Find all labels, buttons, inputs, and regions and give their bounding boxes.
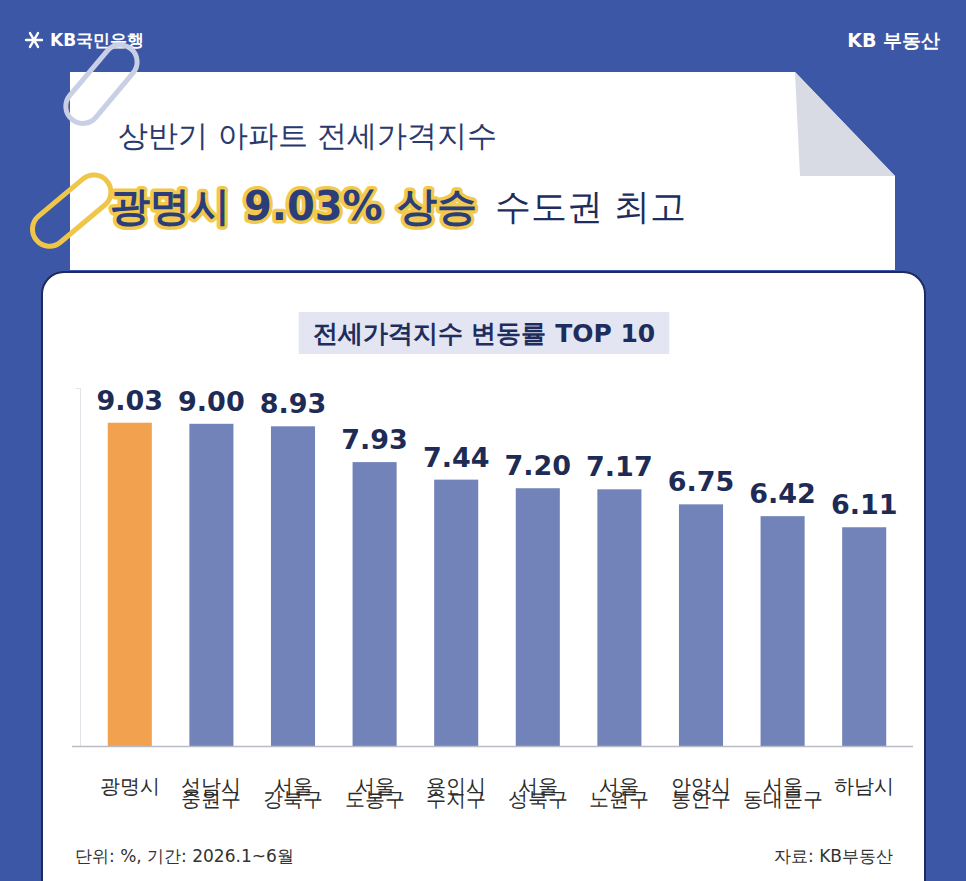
brand-icon-stroke <box>30 33 38 47</box>
paperclip <box>59 38 144 130</box>
x-tick-label: 하남시 <box>834 774 894 798</box>
x-tick: 서울노원구 <box>589 746 649 811</box>
x-tick-label-line: 성북구 <box>508 787 568 811</box>
brand-icon <box>26 33 42 47</box>
data-label: 9.03 <box>96 385 163 416</box>
bar <box>761 516 805 746</box>
y-axis <box>76 389 81 747</box>
x-tick: 하남시 <box>834 746 894 798</box>
paperclip <box>26 168 118 253</box>
x-tick-label-line: 도봉구 <box>345 787 405 811</box>
bar <box>679 504 723 746</box>
x-tick: 서울성북구 <box>508 746 568 811</box>
headline: 상반기 아파트 전세가격지수 <box>118 118 497 153</box>
x-tick-label-line: 광명시 <box>100 774 160 798</box>
data-label: 7.20 <box>504 450 571 481</box>
x-tick-label: 서울강북구 <box>263 774 323 811</box>
x-tick-label-line: 동대문구 <box>743 787 823 811</box>
x-tick-label-line: 노원구 <box>589 787 649 811</box>
x-tick: 용인시수지구 <box>426 746 486 811</box>
headline-tail: 수도권 최고 <box>495 186 686 227</box>
x-tick-label-line: 수지구 <box>426 787 486 811</box>
y-tick <box>76 388 80 389</box>
data-label: 8.93 <box>260 388 327 419</box>
data-label: 6.42 <box>749 478 816 509</box>
x-tick: 서울동대문구 <box>743 746 823 811</box>
x-tick-label-line: 하남시 <box>834 774 894 798</box>
x-tick-label: 용인시수지구 <box>426 774 486 811</box>
x-tick: 서울도봉구 <box>345 746 405 811</box>
x-tick-label: 서울성북구 <box>508 774 568 811</box>
bars <box>108 423 886 746</box>
data-label: 7.17 <box>586 451 653 482</box>
y-axis-line <box>76 389 81 747</box>
x-axis-line <box>72 746 913 748</box>
bar <box>434 480 478 746</box>
bar <box>516 488 560 746</box>
x-tick: 성남시중원구 <box>181 746 241 811</box>
data-label: 6.11 <box>831 489 898 520</box>
bar <box>271 426 315 746</box>
x-tick-label: 서울도봉구 <box>345 774 405 811</box>
data-label: 7.44 <box>423 442 490 473</box>
data-label: 7.93 <box>341 424 408 455</box>
unit-note: 단위: %, 기간: 2026.1~6월 <box>75 846 294 866</box>
headline-highlight: 광명시 9.03% 상승 <box>110 183 477 229</box>
x-tick-label: 성남시중원구 <box>181 774 241 811</box>
x-tick-label-line: 중원구 <box>181 787 241 811</box>
y-tick-mark <box>76 388 80 389</box>
bar <box>597 489 641 746</box>
x-tick-label: 안양시동안구 <box>671 774 731 811</box>
header-card <box>70 72 895 270</box>
x-axis: 광명시 성남시중원구 서울강북구 서울도봉구 용인시수지구 서울성북구 서울노원구 안양시동안… <box>72 746 913 811</box>
x-tick-label: 광명시 <box>100 774 160 798</box>
data-labels: 9.03 9.00 8.93 7.93 7.44 7.20 7.17 6.75 6.42 6.11 <box>96 385 897 521</box>
bar <box>842 527 886 746</box>
x-tick-label-line: 강북구 <box>263 787 323 811</box>
x-tick-label: 서울노원구 <box>589 774 649 811</box>
x-tick: 서울강북구 <box>263 746 323 811</box>
bar <box>353 462 397 746</box>
chart-title: 전세가격지수 변동률 TOP 10 <box>313 319 656 348</box>
x-tick-label-line: 동안구 <box>671 787 731 811</box>
data-label: 9.00 <box>178 386 245 417</box>
x-tick: 안양시동안구 <box>671 746 731 811</box>
infographic: KB국민은행KB 부동산상반기 아파트 전세가격지수광명시 9.03% 상승수도… <box>0 0 966 881</box>
chart-title-background <box>299 312 670 354</box>
service-name: KB 부동산 <box>847 29 940 51</box>
bar <box>189 424 233 746</box>
x-tick-label: 서울동대문구 <box>743 774 823 811</box>
chart-title-group: 전세가격지수 변동률 TOP 10 <box>299 312 670 354</box>
chart-panel <box>42 272 925 881</box>
x-tick: 광명시 <box>100 746 160 798</box>
source-note: 자료: KB부동산 <box>774 846 893 866</box>
data-label: 6.75 <box>668 466 735 497</box>
bar <box>108 423 152 746</box>
brand-icon-stroke <box>30 33 38 47</box>
header-fold <box>795 72 895 176</box>
